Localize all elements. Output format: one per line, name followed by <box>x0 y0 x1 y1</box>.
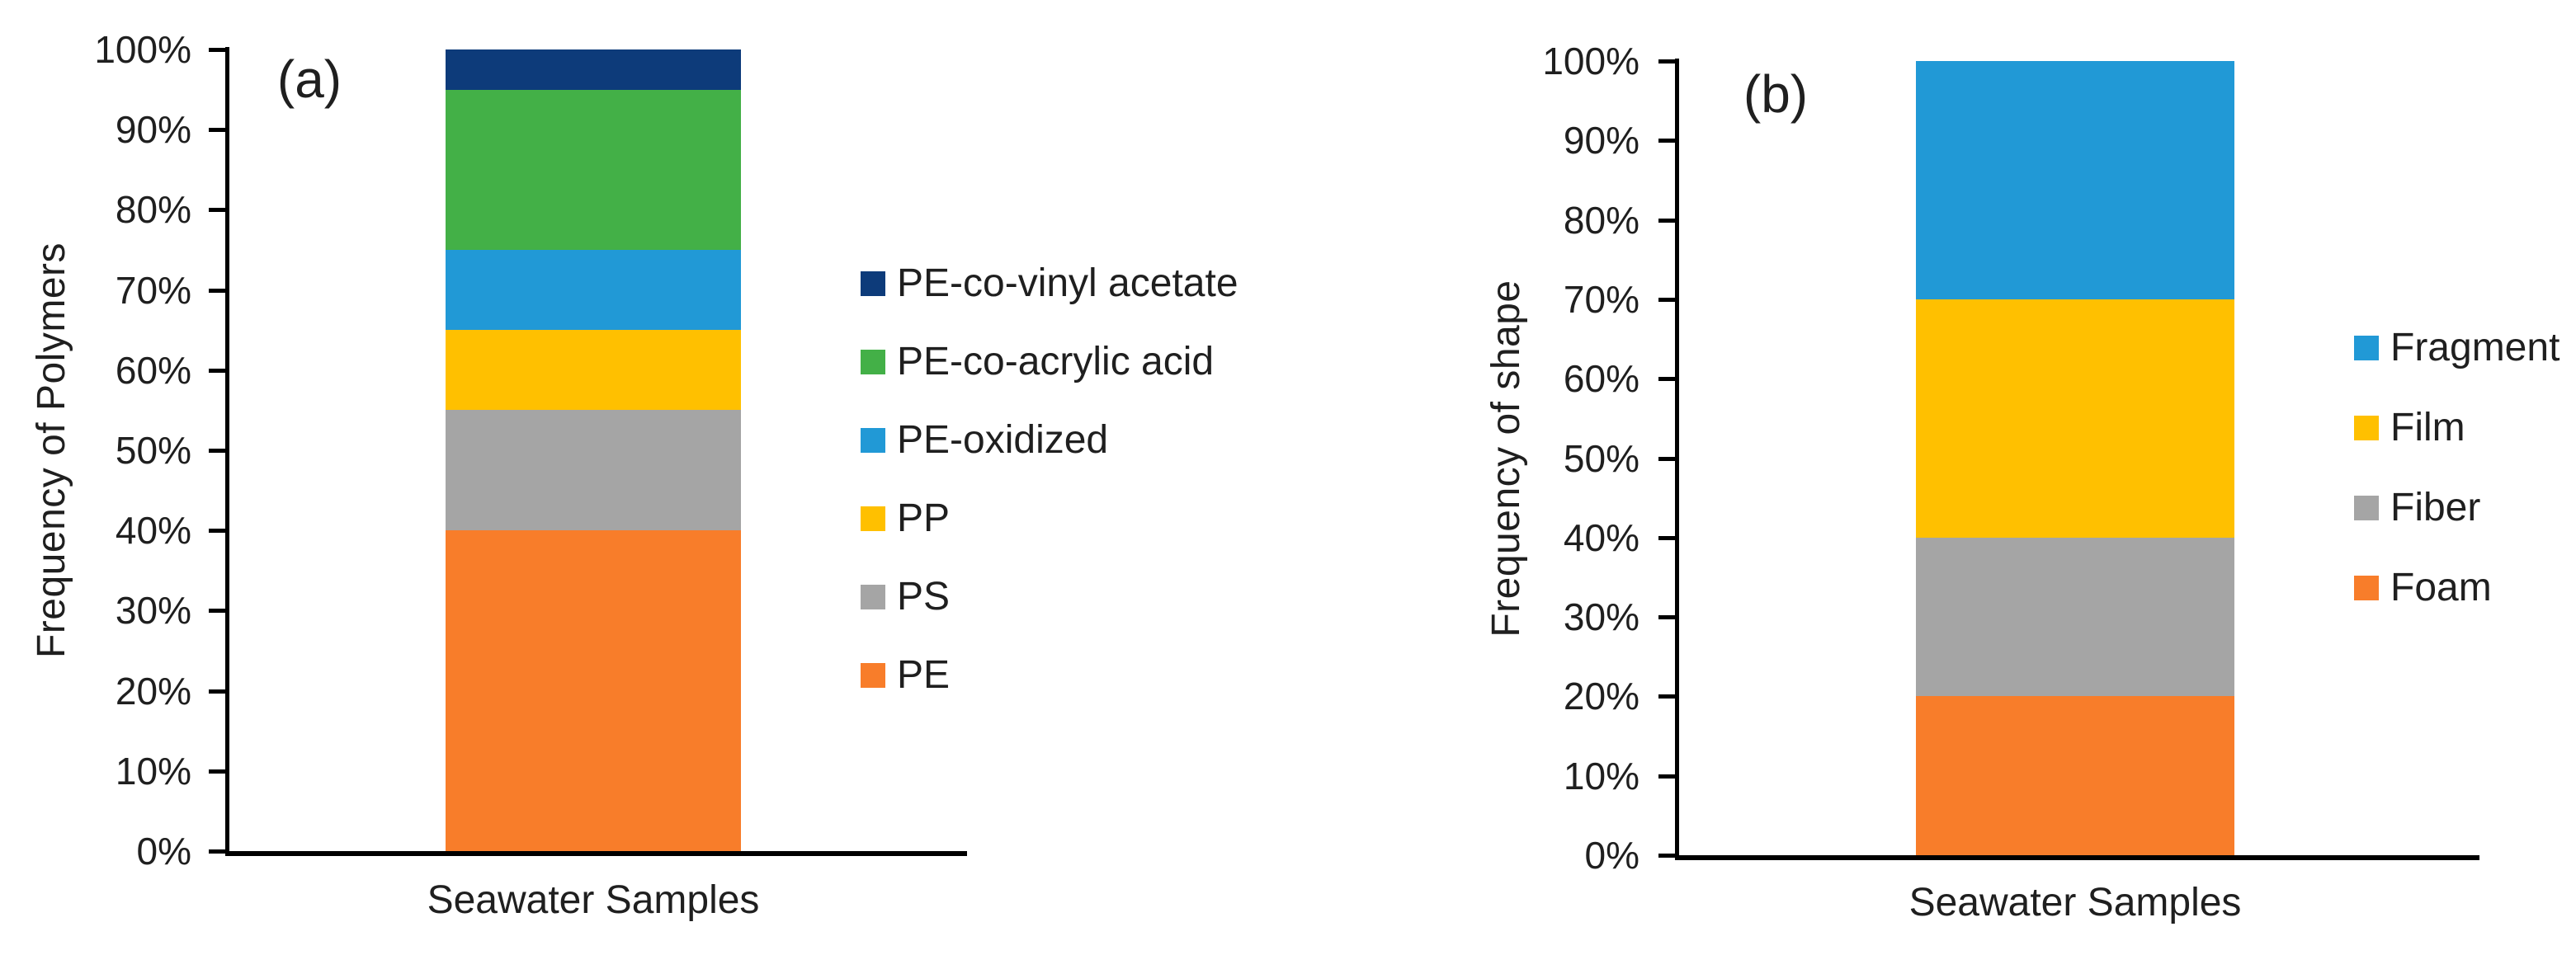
legend-item: PE-co-acrylic acid <box>861 342 1214 382</box>
legend-swatch <box>861 271 885 296</box>
segment-ps <box>446 410 741 531</box>
x-axis-line <box>1675 855 2479 860</box>
legend-label: PP <box>897 496 951 540</box>
legend-swatch <box>861 506 885 531</box>
segment-foam <box>1916 696 2234 855</box>
legend-item: PE <box>861 656 950 695</box>
y-tick-label: 50% <box>1563 436 1639 480</box>
y-tick-label: 40% <box>115 509 191 553</box>
legend-item: PE-co-vinyl acetate <box>861 264 1238 303</box>
y-tick-label: 10% <box>115 749 191 793</box>
y-tick-label: 40% <box>1563 515 1639 559</box>
segment-fragment <box>1916 61 2234 299</box>
y-tick-mark <box>1658 615 1675 620</box>
legend-swatch <box>861 428 885 453</box>
legend-label: PE-co-vinyl acetate <box>897 261 1238 305</box>
category-label: Seawater Samples <box>427 878 760 922</box>
legend-swatch <box>2354 336 2379 360</box>
legend-swatch <box>2354 576 2379 600</box>
y-tick-label: 0% <box>136 830 191 873</box>
legend-item: Fiber <box>2354 488 2480 528</box>
legend-label: PE-oxidized <box>897 418 1109 462</box>
legend-swatch <box>861 350 885 374</box>
legend-label: Foam <box>2390 566 2492 609</box>
segment-pe-co-vinyl-acetate <box>446 49 741 90</box>
y-tick-label: 80% <box>115 188 191 232</box>
chart-panel-a: Frequency of Polymers (a) 0% 10% 20% 30% 40%… <box>30 28 1238 922</box>
y-tick-label: 60% <box>115 348 191 392</box>
y-tick-mark <box>209 368 225 373</box>
legend-item: Fragment <box>2354 328 2559 368</box>
y-tick-mark <box>1658 694 1675 699</box>
segment-pe <box>446 530 741 851</box>
y-tick-mark <box>209 48 225 52</box>
panel-letter: (b) <box>1743 64 1809 124</box>
y-tick-mark <box>209 609 225 614</box>
y-tick-label: 30% <box>115 589 191 633</box>
y-tick-mark <box>1658 377 1675 382</box>
legend-item: Film <box>2354 408 2465 448</box>
y-tick-label: 80% <box>1563 198 1639 242</box>
y-tick-mark <box>209 449 225 453</box>
y-tick-mark <box>209 529 225 534</box>
y-tick-label: 100% <box>94 28 191 71</box>
x-axis-line <box>225 851 967 856</box>
legend-item: PS <box>861 577 950 617</box>
legend-label: Fragment <box>2390 326 2560 369</box>
y-tick-label: 50% <box>115 429 191 472</box>
segment-pp <box>446 330 741 411</box>
y-tick-mark <box>209 288 225 293</box>
chart-panel-b: Frequency of shape (b) 0% 10% 20% 30% 40% 50%… <box>1288 0 2576 955</box>
y-tick-mark <box>1658 535 1675 540</box>
y-tick-label: 20% <box>115 669 191 713</box>
legend-swatch <box>2354 416 2379 440</box>
y-tick-mark <box>1658 297 1675 302</box>
y-tick-mark <box>1658 456 1675 461</box>
y-tick-mark <box>209 128 225 133</box>
y-tick-mark <box>1658 854 1675 858</box>
y-tick-label: 70% <box>1563 277 1639 321</box>
y-tick-mark <box>1658 139 1675 143</box>
segment-fiber <box>1916 537 2234 697</box>
y-tick-label: 20% <box>1563 675 1639 718</box>
legend-swatch <box>2354 496 2379 520</box>
y-tick-mark <box>209 689 225 694</box>
category-label: Seawater Samples <box>1908 881 2242 924</box>
legend-label: PS <box>897 575 951 619</box>
segment-pe-co-acrylic-acid <box>446 89 741 250</box>
y-tick-mark <box>1658 218 1675 223</box>
y-axis-line <box>225 47 229 855</box>
y-tick-label: 60% <box>1563 357 1639 401</box>
y-tick-mark <box>209 769 225 774</box>
legend-item: Foam <box>2354 568 2492 608</box>
legend-item: PE-oxidized <box>861 421 1108 460</box>
legend-swatch <box>861 585 885 609</box>
y-tick-mark <box>209 849 225 854</box>
legend-item: PP <box>861 499 950 539</box>
segment-film <box>1916 299 2234 538</box>
y-tick-label: 90% <box>1563 119 1639 162</box>
y-tick-label: 10% <box>1563 754 1639 797</box>
segment-pe-oxidized <box>446 250 741 331</box>
legend-label: Fiber <box>2390 486 2481 529</box>
legend-label: PE <box>897 653 951 697</box>
legend-swatch <box>861 663 885 688</box>
y-tick-label: 70% <box>115 268 191 312</box>
y-tick-label: 0% <box>1584 834 1639 877</box>
legend-label: Film <box>2390 406 2465 449</box>
y-tick-label: 100% <box>1542 40 1639 82</box>
y-tick-label: 30% <box>1563 595 1639 639</box>
y-tick-mark <box>1658 59 1675 64</box>
panel-letter: (a) <box>276 49 342 109</box>
y-axis-line <box>1675 59 1679 859</box>
y-tick-label: 90% <box>115 108 191 152</box>
y-tick-mark <box>209 208 225 213</box>
y-tick-mark <box>1658 774 1675 779</box>
legend-label: PE-co-acrylic acid <box>897 340 1215 383</box>
